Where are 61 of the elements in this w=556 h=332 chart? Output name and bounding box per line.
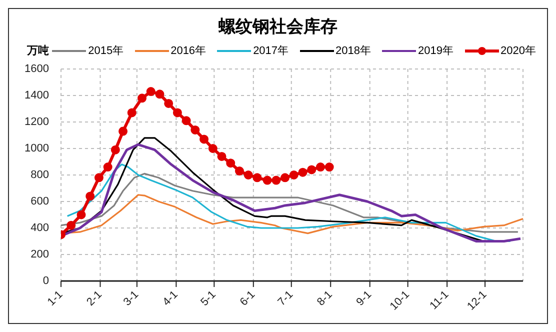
x-tick-label: 3-1 (121, 288, 142, 308)
x-tick-label: 9-1 (354, 288, 374, 308)
y-tick-label: 400 (30, 222, 49, 234)
y-tick-label: 1000 (24, 142, 49, 154)
x-tick-label: 1-1 (45, 288, 66, 308)
point (66, 220, 76, 230)
point (298, 168, 308, 177)
line-series (66, 164, 512, 242)
point (234, 166, 244, 176)
x-tick-label: 4-1 (160, 288, 180, 308)
x-tick-label: 10-1 (388, 288, 412, 313)
point (200, 134, 209, 144)
y-tick-label: 1400 (24, 89, 49, 102)
point (316, 162, 325, 172)
point (155, 90, 164, 99)
point (226, 158, 236, 168)
x-tick-label: 2-1 (84, 288, 104, 308)
point (110, 145, 120, 154)
point (103, 162, 112, 172)
point (94, 173, 104, 182)
point (262, 176, 272, 185)
line-series (61, 172, 519, 233)
point (146, 87, 156, 96)
chart-title: 螺纹钢社会库存 (217, 16, 338, 37)
y-axis-title: 万吨 (27, 44, 50, 58)
point (252, 173, 262, 182)
x-tick-label: 11-1 (428, 288, 452, 312)
point (244, 170, 253, 180)
point (324, 162, 334, 172)
point (86, 192, 95, 201)
point (307, 165, 316, 174)
point (76, 210, 86, 220)
legend-label: 2016年 (170, 44, 206, 58)
point (190, 125, 200, 134)
y-tick-label: 200 (30, 248, 49, 260)
point (127, 108, 136, 118)
point (182, 116, 191, 126)
y-tick-label: 1200 (24, 116, 49, 128)
legend-label: 2017年 (252, 44, 289, 58)
x-tick-label: 8-1 (315, 288, 335, 308)
y-tick-label: 600 (30, 195, 49, 208)
y-tick-label: 800 (30, 168, 49, 181)
point (118, 126, 128, 136)
legend-label: 2020年 (500, 44, 536, 58)
point (208, 144, 218, 153)
point (164, 98, 174, 108)
y-tick-label: 1600 (24, 62, 49, 75)
y-tick-label: 0 (42, 274, 49, 287)
x-tick-label: 7-1 (276, 288, 296, 308)
legend-label: 2018年 (334, 44, 372, 58)
legend-label: 2019年 (417, 44, 454, 58)
legend-label: 2015年 (87, 44, 124, 58)
point (272, 176, 281, 185)
point (289, 170, 298, 180)
x-tick-label: 12-1 (465, 288, 490, 313)
point (172, 108, 182, 118)
x-tick-label: 5-1 (198, 288, 218, 308)
x-tick-label: 6-1 (238, 288, 258, 308)
point (138, 94, 147, 103)
point (280, 173, 290, 182)
point (217, 152, 226, 161)
